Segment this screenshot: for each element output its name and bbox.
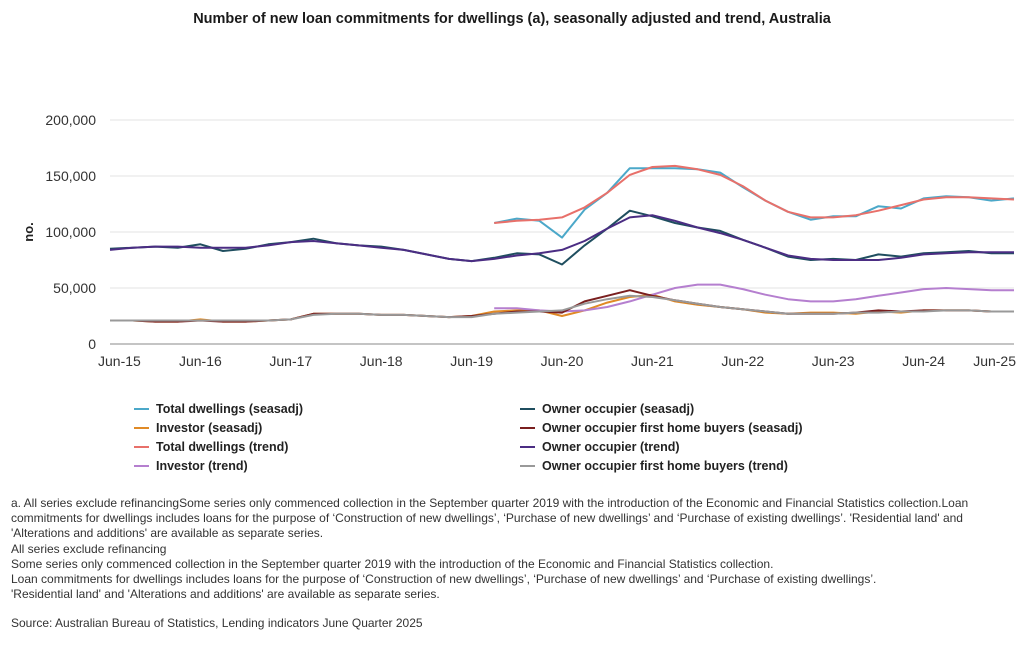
series-line-4 <box>494 283 1014 313</box>
legend-label: Investor (seasadj) <box>156 421 263 435</box>
y-tick-label: 200,000 <box>45 112 96 128</box>
series-line-3 <box>494 164 1015 224</box>
legend-label: Owner occupier first home buyers (trend) <box>542 459 788 473</box>
legend-swatch <box>134 465 149 467</box>
note-line-2: All series exclude refinancing <box>11 541 167 556</box>
x-tick-label: Jun-16 <box>179 353 222 369</box>
legend-label: Owner occupier first home buyers (seasad… <box>542 421 803 435</box>
x-tick-label: Jun-18 <box>360 353 403 369</box>
series-line-7 <box>109 214 1014 263</box>
y-tick-label: 50,000 <box>53 280 96 296</box>
y-tick-label: 100,000 <box>45 224 96 240</box>
legend-item[interactable]: Investor (seasadj) <box>134 421 262 435</box>
x-tick-label: Jun-24 <box>902 353 945 369</box>
x-tick-label: Jun-25 <box>973 353 1016 369</box>
series-line-8 <box>110 294 1014 322</box>
legend-swatch <box>520 408 535 410</box>
legend-label: Total dwellings (seasadj) <box>156 402 304 416</box>
legend-item[interactable]: Total dwellings (seasadj) <box>134 402 303 416</box>
x-tick-label: Jun-23 <box>812 353 855 369</box>
legend-swatch <box>134 427 149 429</box>
x-tick-label: Jun-20 <box>541 353 584 369</box>
chart-notes: a. All series exclude refinancingSome se… <box>11 496 1021 632</box>
legend-item[interactable]: Owner occupier first home buyers (trend) <box>520 459 788 473</box>
legend-item[interactable]: Owner occupier (seasadj) <box>520 402 694 416</box>
legend-swatch <box>134 408 149 410</box>
x-tick-label: Jun-22 <box>721 353 764 369</box>
legend-item[interactable]: Investor (trend) <box>134 459 248 473</box>
x-tick-label: Jun-21 <box>631 353 674 369</box>
x-tick-label: Jun-17 <box>269 353 312 369</box>
y-axis-label: no. <box>21 222 36 242</box>
chart-title: Number of new loan commitments for dwell… <box>193 11 831 27</box>
series-line-2 <box>110 293 1014 323</box>
legend-swatch <box>134 446 149 448</box>
legend-label: Total dwellings (trend) <box>156 440 289 454</box>
y-tick-label: 0 <box>88 336 96 352</box>
legend-label: Owner occupier (trend) <box>542 440 680 454</box>
legend-item[interactable]: Owner occupier first home buyers (seasad… <box>520 421 803 435</box>
legend-label: Investor (trend) <box>156 459 248 473</box>
x-tick-label: Jun-19 <box>450 353 493 369</box>
legend-item[interactable]: Total dwellings (trend) <box>134 440 288 454</box>
legend-swatch <box>520 446 535 448</box>
series-line-1 <box>494 167 1015 239</box>
note-line-4: Loan commitments for dwellings includes … <box>11 572 877 587</box>
legend-swatch <box>520 465 535 467</box>
legend-item[interactable]: Owner occupier (trend) <box>520 440 680 454</box>
y-tick-label: 150,000 <box>45 168 96 184</box>
note-line-5: 'Residential land' and 'Alterations and … <box>11 587 440 602</box>
source-note: Source: Australian Bureau of Statistics,… <box>11 616 423 631</box>
x-tick-label: Jun-15 <box>98 353 141 369</box>
legend-swatch <box>520 427 535 429</box>
note-line-1: a. All series exclude refinancingSome se… <box>11 496 969 541</box>
legend-label: Owner occupier (seasadj) <box>542 402 695 416</box>
note-line-3: Some series only commenced collection in… <box>11 556 774 571</box>
